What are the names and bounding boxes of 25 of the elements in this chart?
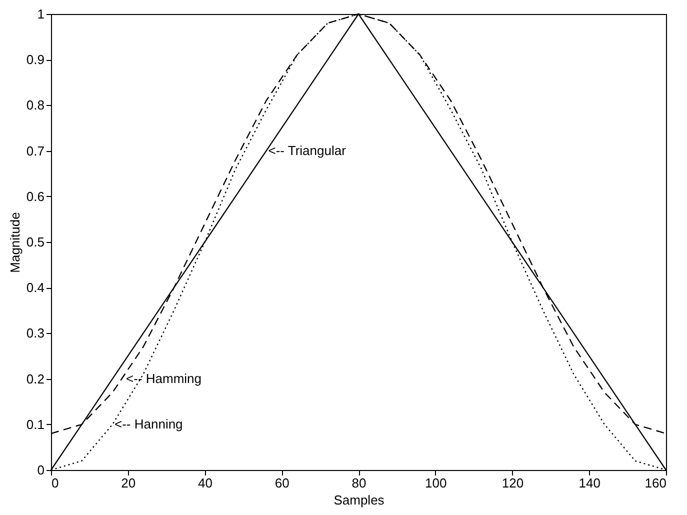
y-tick-label: 0.3 [26, 326, 44, 341]
x-tick-label: 80 [352, 476, 366, 490]
y-tick-label: 0.6 [26, 188, 44, 204]
x-tick-label: 140 [578, 476, 600, 490]
x-tick-label: 40 [198, 476, 212, 490]
x-tick-label: 100 [425, 476, 447, 490]
x-tick-label: 60 [274, 476, 290, 490]
y-tick-label: 0.2 [26, 371, 44, 386]
x-tick-label: 20 [121, 476, 136, 490]
y-tick-label: 0.4 [26, 280, 44, 296]
y-axis-title: Magnitude [7, 212, 22, 273]
y-tick-label: 1 [37, 6, 44, 22]
x-tick-label: 0 [52, 476, 59, 490]
y-tick-label: 0.7 [26, 143, 44, 158]
annotation: <-- Hanning [114, 416, 183, 432]
y-tick-label: 0 [37, 462, 44, 478]
y-tick-label: 0.8 [26, 98, 44, 113]
annotation: <-- Hamming [126, 370, 202, 386]
x-tick-label: 160 [644, 476, 666, 490]
y-tick-label: 0.9 [26, 52, 44, 68]
x-axis-title: Samples [334, 492, 385, 508]
y-tick-label: 0.1 [26, 416, 44, 432]
x-tick-label: 120 [502, 476, 524, 490]
annotation: <-- Triangular [268, 142, 347, 158]
y-tick-label: 0.5 [26, 234, 44, 250]
